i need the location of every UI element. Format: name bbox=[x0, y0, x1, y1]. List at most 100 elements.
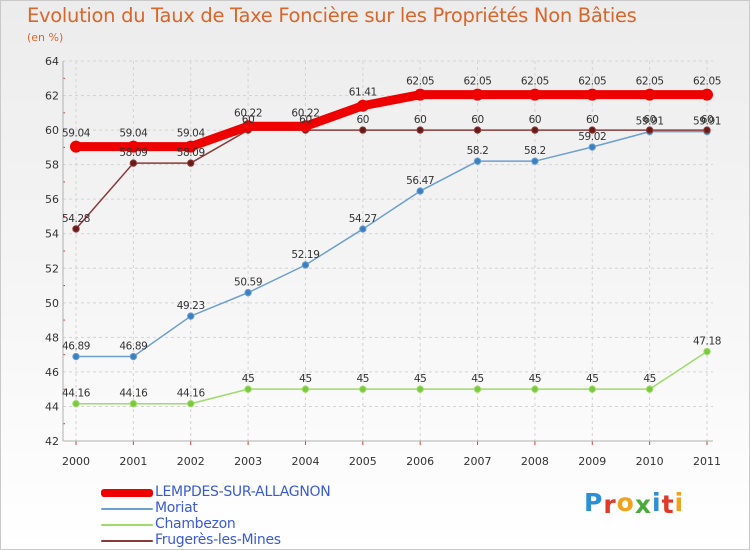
legend-swatch bbox=[101, 540, 153, 542]
data-point bbox=[356, 99, 369, 112]
data-label: 45 bbox=[586, 373, 599, 385]
legend-swatch bbox=[101, 508, 153, 510]
data-point bbox=[416, 385, 424, 393]
data-point bbox=[471, 88, 484, 101]
data-label: 60 bbox=[299, 114, 312, 126]
data-point bbox=[473, 385, 482, 393]
data-point bbox=[416, 187, 424, 195]
logo-letter: t bbox=[661, 490, 675, 519]
data-point bbox=[72, 225, 80, 233]
y-tick-label: 42 bbox=[45, 435, 59, 448]
data-label: 44.16 bbox=[119, 388, 148, 400]
data-point bbox=[643, 88, 656, 101]
data-label: 61.41 bbox=[349, 87, 377, 99]
data-point bbox=[473, 157, 482, 165]
series-line bbox=[76, 350, 708, 405]
data-point bbox=[72, 352, 80, 361]
y-tick-label: 60 bbox=[45, 124, 59, 137]
data-point bbox=[301, 261, 310, 269]
x-tick-label: 2004 bbox=[291, 455, 319, 468]
data-point bbox=[416, 126, 424, 134]
data-label: 58.09 bbox=[177, 147, 205, 159]
logo-letter: o bbox=[616, 488, 635, 517]
data-label: 58.2 bbox=[524, 145, 546, 157]
data-label: 62.05 bbox=[578, 76, 606, 88]
data-label: 50.59 bbox=[234, 277, 262, 289]
data-label: 62.05 bbox=[693, 76, 721, 88]
data-point bbox=[586, 88, 599, 101]
x-tick-label: 2002 bbox=[177, 455, 205, 468]
data-point bbox=[301, 385, 310, 393]
data-label: 47.18 bbox=[693, 336, 721, 348]
data-point bbox=[72, 399, 80, 408]
data-label: 60 bbox=[586, 114, 599, 126]
chart-axes: 42 44 46 48 50 52 54 56 58 60 62 64 2000 2001 2002 2003… bbox=[45, 55, 721, 468]
data-label: 60 bbox=[242, 114, 255, 126]
data-point bbox=[588, 385, 596, 393]
x-tick-label: 2006 bbox=[406, 455, 434, 468]
data-label: 59.02 bbox=[578, 131, 606, 143]
data-point bbox=[359, 225, 367, 233]
data-point bbox=[703, 347, 711, 356]
data-point bbox=[70, 140, 82, 153]
x-tick-label: 2005 bbox=[349, 455, 377, 468]
y-tick-label: 48 bbox=[45, 331, 59, 344]
data-label: 62.05 bbox=[521, 76, 549, 88]
data-label: 62.05 bbox=[464, 76, 492, 88]
data-label: 44.16 bbox=[177, 388, 206, 400]
data-label: 49.23 bbox=[177, 300, 205, 312]
data-label: 60.22 bbox=[291, 107, 319, 119]
data-label: 62.05 bbox=[406, 76, 434, 88]
data-point bbox=[129, 399, 138, 408]
data-label: 60 bbox=[471, 114, 484, 126]
data-label: 45 bbox=[529, 373, 542, 385]
data-point bbox=[588, 126, 596, 134]
data-point bbox=[242, 120, 255, 133]
data-label: 46.89 bbox=[119, 341, 147, 353]
data-point bbox=[187, 159, 195, 167]
data-label: 60 bbox=[529, 114, 542, 126]
data-point bbox=[184, 140, 197, 153]
logo-letter: i bbox=[674, 488, 685, 517]
y-tick-label: 50 bbox=[45, 297, 59, 310]
data-label: 60.22 bbox=[234, 107, 262, 119]
data-point bbox=[473, 126, 482, 134]
data-label: 44.16 bbox=[62, 388, 91, 400]
x-tick-label: 2007 bbox=[464, 455, 492, 468]
data-point bbox=[129, 352, 138, 361]
y-tick-label: 54 bbox=[45, 228, 59, 241]
data-label: 59.91 bbox=[636, 116, 664, 128]
data-label: 60 bbox=[414, 114, 427, 126]
data-point bbox=[531, 126, 539, 134]
x-tick-label: 2000 bbox=[62, 455, 90, 468]
data-point bbox=[187, 399, 195, 408]
y-tick-label: 62 bbox=[45, 90, 59, 103]
data-point bbox=[359, 385, 367, 393]
chart-unit-label: (en %) bbox=[27, 31, 64, 44]
chart-series bbox=[70, 88, 713, 408]
data-point bbox=[645, 385, 654, 393]
data-point bbox=[531, 385, 539, 393]
data-label: 45 bbox=[643, 373, 656, 385]
data-label: 62.05 bbox=[636, 76, 664, 88]
data-point bbox=[588, 143, 596, 151]
x-tick-label: 2009 bbox=[578, 455, 606, 468]
legend-label: LEMPDES-SUR-ALLAGNON bbox=[155, 484, 331, 500]
series-line bbox=[76, 130, 707, 358]
logo-letter: i bbox=[652, 488, 662, 517]
data-label: 45 bbox=[299, 373, 312, 385]
data-point bbox=[701, 88, 713, 101]
data-point bbox=[703, 126, 711, 134]
y-tick-label: 44 bbox=[45, 400, 59, 413]
series-line bbox=[71, 90, 712, 152]
data-label: 45 bbox=[357, 373, 370, 385]
data-label: 60 bbox=[643, 114, 656, 126]
x-tick-label: 2011 bbox=[693, 455, 721, 468]
y-tick-label: 56 bbox=[45, 193, 59, 206]
data-label: 58.09 bbox=[119, 147, 147, 159]
data-label: 46.89 bbox=[62, 341, 90, 353]
x-tick-label: 2010 bbox=[636, 455, 664, 468]
data-point bbox=[127, 140, 140, 153]
data-label: 54.27 bbox=[349, 213, 377, 225]
